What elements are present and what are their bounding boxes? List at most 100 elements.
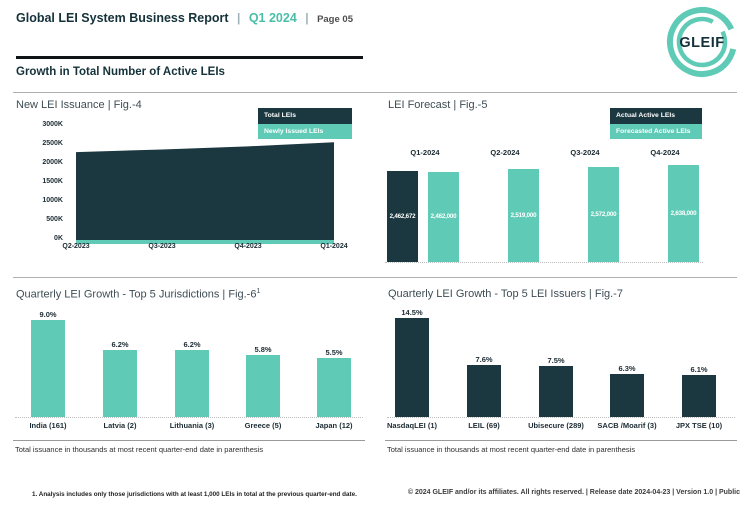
logo-outer-ring-icon xyxy=(667,7,737,77)
fig5-group-label: Q1-2024 xyxy=(410,148,440,157)
bar-value-label: 14.5% xyxy=(401,308,423,317)
fig6-footnote-marker: 1 xyxy=(256,288,261,295)
fig4-legend: Total LEIs Newly Issued LEIs xyxy=(258,108,352,139)
category-label: Japan (12) xyxy=(315,421,353,430)
divider xyxy=(13,92,737,93)
legend-item-newly-issued-leis: Newly Issued LEIs xyxy=(258,123,352,139)
bar-value-label: 9.0% xyxy=(39,310,57,319)
bar-value-label: 5.5% xyxy=(325,347,343,357)
fig5-actual-bar: 2,462,672 xyxy=(387,171,418,262)
page-number: Page 05 xyxy=(317,14,353,25)
fig4-x-tick: Q3-2023 xyxy=(148,243,176,250)
fig5-bar-value: 2,572,000 xyxy=(590,211,617,219)
panel-new-lei-issuance: New LEI Issuance | Fig.-4 Total LEIs New… xyxy=(13,93,365,277)
legend-item-forecasted-active-leis: Forecasted Active LEIs xyxy=(610,123,702,139)
fig4-x-axis: Q2-2023 Q3-2023 Q4-2023 Q1-2024 xyxy=(13,93,365,277)
fig4-y-tick: 2500K xyxy=(42,140,63,147)
category-label: NasdaqLEI (1) xyxy=(386,421,437,430)
panel-top5-lei-issuers: Quarterly LEI Growth - Top 5 LEI Issuers… xyxy=(385,283,737,468)
bar-value-label: 6.2% xyxy=(111,340,129,350)
category-label: Greece (5) xyxy=(244,421,282,430)
fig5-group-label: Q2-2024 xyxy=(490,148,520,157)
fig6-title-text: Quarterly LEI Growth - Top 5 Jurisdictio… xyxy=(16,288,257,301)
fig5-legend: Actual Active LEIs Forecasted Active LEI… xyxy=(610,108,702,139)
fig4-title: New LEI Issuance | Fig.-4 xyxy=(16,99,142,111)
header-separator: | xyxy=(305,11,309,25)
fig4-y-tick: 1000K xyxy=(42,197,63,204)
fig4-y-tick: 1500K xyxy=(42,178,63,185)
gleif-logo: GLEIF xyxy=(667,7,737,77)
logo-inner-ring-icon xyxy=(676,16,728,68)
category-label: Lithuania (3) xyxy=(169,421,215,430)
category-label: Ubisecure (289) xyxy=(528,421,584,430)
gleif-logo-text: GLEIF xyxy=(679,35,724,51)
category-bar xyxy=(395,318,429,417)
fig5-forecast-bar: 2,462,000 xyxy=(428,171,459,262)
category-bar xyxy=(246,354,280,417)
fig4-x-tick: Q4-2023 xyxy=(234,243,262,250)
category-bar xyxy=(31,320,65,417)
fig7-baseline xyxy=(387,417,735,418)
analysis-footnote: 1. Analysis includes only those jurisdic… xyxy=(32,491,357,498)
category-bar xyxy=(682,375,716,417)
bar-value-label: 6.3% xyxy=(618,364,636,373)
fig4-y-tick: 3000K xyxy=(42,121,63,128)
fig5-group-label: Q4-2024 xyxy=(650,148,680,157)
legend-item-actual-active-leis: Actual Active LEIs xyxy=(610,108,702,124)
legend-item-total-leis: Total LEIs xyxy=(258,108,352,124)
fig5-bar-value: 2,462,000 xyxy=(430,213,457,221)
fig6-bar-chart: 9.0% India (161) 6.2% Latvia (2) 6.2% Lithuan… xyxy=(13,283,365,468)
fig6-footnote: Total issuance in thousands at most rece… xyxy=(15,445,264,454)
category-label: LEIL (69) xyxy=(468,421,500,430)
fig5-bar-chart: Q1-2024 2,462,672 2,462,000 Q2-2024 2,519,00… xyxy=(385,93,737,277)
fig7-footnote: Total issuance in thousands at most rece… xyxy=(387,445,636,454)
category-label: SACB /Moarif (3) xyxy=(597,421,657,430)
fig5-forecast-bar: 2,638,000 xyxy=(668,165,699,262)
header-rule xyxy=(16,56,363,59)
header-separator: | xyxy=(237,11,241,25)
report-period: Q1 2024 xyxy=(248,11,297,25)
report-title: Global LEI System Business Report xyxy=(16,11,229,25)
fig5-baseline xyxy=(385,262,703,263)
fig5-title: LEI Forecast | Fig.-5 xyxy=(388,99,488,111)
category-bar xyxy=(467,365,501,417)
bar-value-label: 6.1% xyxy=(690,365,708,375)
fig5-forecast-bar: 2,572,000 xyxy=(588,167,619,262)
panel-top5-jurisdictions: Quarterly LEI Growth - Top 5 Jurisdictio… xyxy=(13,283,365,468)
category-label: Latvia (2) xyxy=(103,421,137,430)
fig5-bar-value: 2,462,672 xyxy=(389,213,416,221)
fig5-group-label: Q3-2024 xyxy=(570,148,600,157)
fig5-forecast-bar: 2,519,000 xyxy=(508,169,539,262)
divider xyxy=(13,277,737,278)
bar-value-label: 6.2% xyxy=(183,340,201,350)
report-header: Global LEI System Business Report | Q1 2… xyxy=(16,9,353,27)
category-label: India (161) xyxy=(29,421,67,430)
fig7-title: Quarterly LEI Growth - Top 5 LEI Issuers… xyxy=(388,288,623,300)
fig6-title: Quarterly LEI Growth - Top 5 Jurisdictio… xyxy=(16,288,260,301)
category-bar xyxy=(175,350,209,417)
fig4-x-tick: Q2-2023 xyxy=(62,243,90,250)
category-bar xyxy=(103,350,137,417)
bar-value-label: 7.5% xyxy=(547,355,565,365)
category-bar xyxy=(317,357,351,417)
fig5-bar-value: 2,519,000 xyxy=(510,212,537,220)
fig4-y-axis: 3000K 2500K 2000K 1500K 1000K 500K 0K xyxy=(13,93,365,277)
fig5-bar-value: 2,638,000 xyxy=(670,210,697,217)
fig4-y-tick: 0K xyxy=(54,235,63,242)
divider xyxy=(13,440,365,441)
fig4-area-chart xyxy=(76,142,334,244)
divider xyxy=(385,440,737,441)
fig4-y-tick: 2000K xyxy=(42,159,63,166)
fig6-baseline xyxy=(15,417,363,418)
bar-value-label: 5.8% xyxy=(254,344,272,354)
bar-value-label: 7.6% xyxy=(475,355,493,365)
category-bar xyxy=(539,365,573,417)
category-label: JPX TSE (10) xyxy=(675,421,723,430)
fig4-x-tick: Q1-2024 xyxy=(320,243,348,250)
section-title: Growth in Total Number of Active LEIs xyxy=(16,66,225,78)
panel-lei-forecast: LEI Forecast | Fig.-5 Actual Active LEIs… xyxy=(385,93,737,277)
category-bar xyxy=(610,374,644,417)
fig7-bar-chart: 14.5% NasdaqLEI (1) 7.6% LEIL (69) 7.5% Ubise… xyxy=(385,283,737,468)
fig4-y-tick: 500K xyxy=(46,216,63,223)
